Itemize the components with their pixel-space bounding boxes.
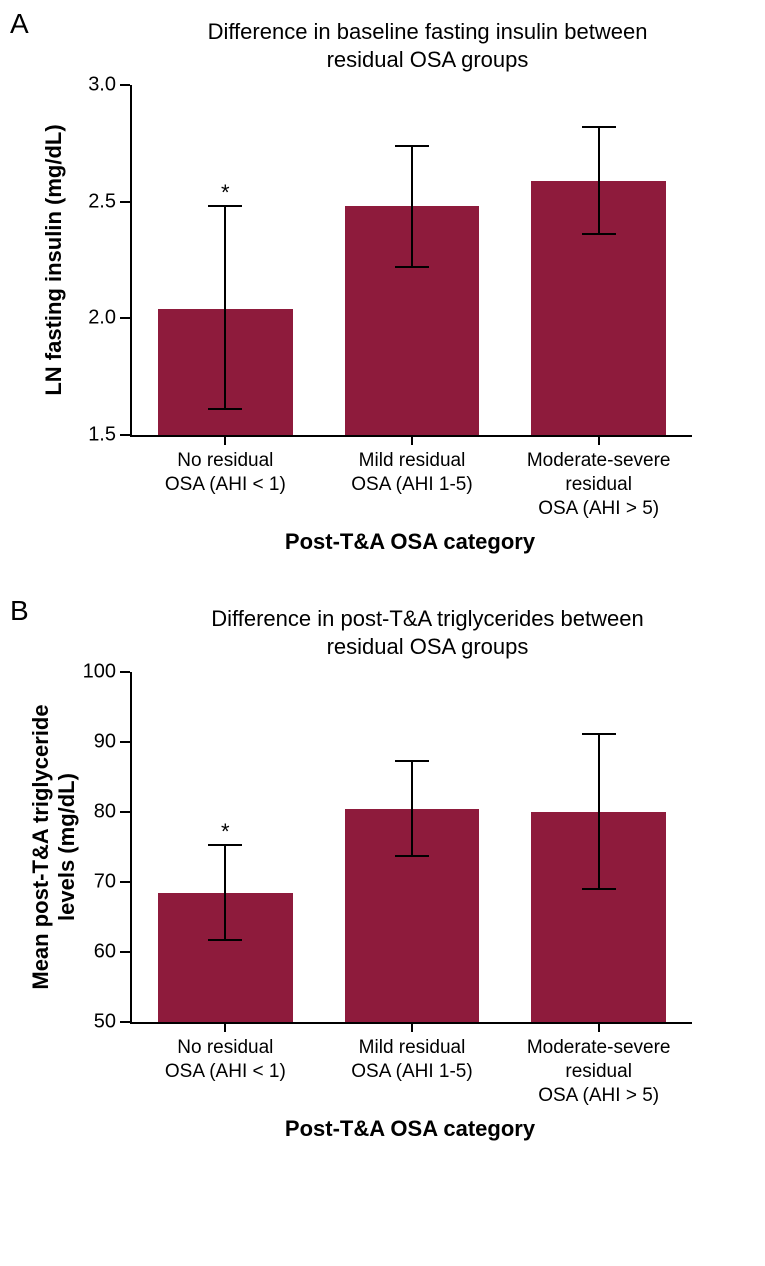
ytick xyxy=(120,201,130,203)
error-cap-top xyxy=(582,733,616,735)
xtick-label: Mild residualOSA (AHI 1-5) xyxy=(312,1036,512,1084)
ytick xyxy=(120,741,130,743)
panel-b-title-line2: residual OSA groups xyxy=(327,634,529,659)
error-cap-top xyxy=(582,126,616,128)
panel-b-yaxis-label-line1: Mean post-T&A triglyceride xyxy=(28,704,53,989)
error-bar xyxy=(411,146,413,267)
ytick xyxy=(120,317,130,319)
panel-b-label: B xyxy=(10,595,29,627)
ytick-label: 100 xyxy=(83,661,116,684)
panel-b-yaxis-label: Mean post-T&A triglyceride levels (mg/dL… xyxy=(28,667,80,1027)
error-cap-bottom xyxy=(395,855,429,857)
error-cap-bottom xyxy=(582,233,616,235)
ytick-label: 90 xyxy=(94,731,116,754)
error-bar xyxy=(598,734,600,889)
ytick-label: 2.5 xyxy=(88,190,116,213)
ytick-label: 1.5 xyxy=(88,424,116,447)
ytick xyxy=(120,84,130,86)
ytick xyxy=(120,811,130,813)
panel-a-label: A xyxy=(10,8,29,40)
error-bar xyxy=(224,206,226,409)
ytick xyxy=(120,434,130,436)
panel-b-plot-wrap: Mean post-T&A triglyceride levels (mg/dL… xyxy=(130,672,765,1142)
xtick xyxy=(224,1022,226,1032)
panel-b-xaxis-label: Post-T&A OSA category xyxy=(130,1116,690,1142)
xtick xyxy=(598,1022,600,1032)
error-cap-bottom xyxy=(582,888,616,890)
panel-a-yaxis-label-text: LN fasting insulin (mg/dL) xyxy=(41,124,66,395)
panel-a-title-line2: residual OSA groups xyxy=(327,47,529,72)
panel-a-yaxis-label: LN fasting insulin (mg/dL) xyxy=(41,124,67,395)
panel-b-yaxis-label-line2: levels (mg/dL) xyxy=(54,773,79,921)
xtick-label: No residualOSA (AHI < 1) xyxy=(125,1036,325,1084)
panel-a-plot-wrap: LN fasting insulin (mg/dL) 1.52.02.53.0*… xyxy=(130,85,765,555)
ytick-label: 80 xyxy=(94,801,116,824)
panel-a-title: Difference in baseline fasting insulin b… xyxy=(0,18,765,73)
panel-b-title: Difference in post-T&A triglycerides bet… xyxy=(0,605,765,660)
ytick-label: 70 xyxy=(94,871,116,894)
error-bar xyxy=(598,127,600,234)
error-cap-bottom xyxy=(208,408,242,410)
panel-b: B Difference in post-T&A triglycerides b… xyxy=(0,555,765,1142)
error-cap-top xyxy=(395,760,429,762)
xtick-label: Mild residualOSA (AHI 1-5) xyxy=(312,449,512,497)
annotation-star: * xyxy=(221,180,230,206)
error-bar xyxy=(224,845,226,940)
ytick xyxy=(120,951,130,953)
ytick-label: 50 xyxy=(94,1011,116,1034)
xtick xyxy=(224,435,226,445)
annotation-star: * xyxy=(221,819,230,845)
ytick-label: 3.0 xyxy=(88,74,116,97)
ytick-label: 2.0 xyxy=(88,307,116,330)
ytick xyxy=(120,671,130,673)
xtick xyxy=(411,435,413,445)
panel-b-title-line1: Difference in post-T&A triglycerides bet… xyxy=(211,606,643,631)
ytick xyxy=(120,1021,130,1023)
ytick xyxy=(120,881,130,883)
panel-a-plot: 1.52.02.53.0*No residualOSA (AHI < 1)Mil… xyxy=(130,85,692,437)
panel-a: A Difference in baseline fasting insulin… xyxy=(0,0,765,555)
panel-a-title-line1: Difference in baseline fasting insulin b… xyxy=(208,19,648,44)
xtick-label: Moderate-severeresidualOSA (AHI > 5) xyxy=(499,449,699,520)
xtick-label: No residualOSA (AHI < 1) xyxy=(125,449,325,497)
error-cap-top xyxy=(395,145,429,147)
xtick-label: Moderate-severeresidualOSA (AHI > 5) xyxy=(499,1036,699,1107)
panel-a-xaxis-label: Post-T&A OSA category xyxy=(130,529,690,555)
xtick xyxy=(598,435,600,445)
panel-b-plot: 5060708090100*No residualOSA (AHI < 1)Mi… xyxy=(130,672,692,1024)
xtick xyxy=(411,1022,413,1032)
error-cap-bottom xyxy=(208,939,242,941)
figure: A Difference in baseline fasting insulin… xyxy=(0,0,765,1142)
error-cap-bottom xyxy=(395,266,429,268)
ytick-label: 60 xyxy=(94,941,116,964)
error-bar xyxy=(411,761,413,856)
